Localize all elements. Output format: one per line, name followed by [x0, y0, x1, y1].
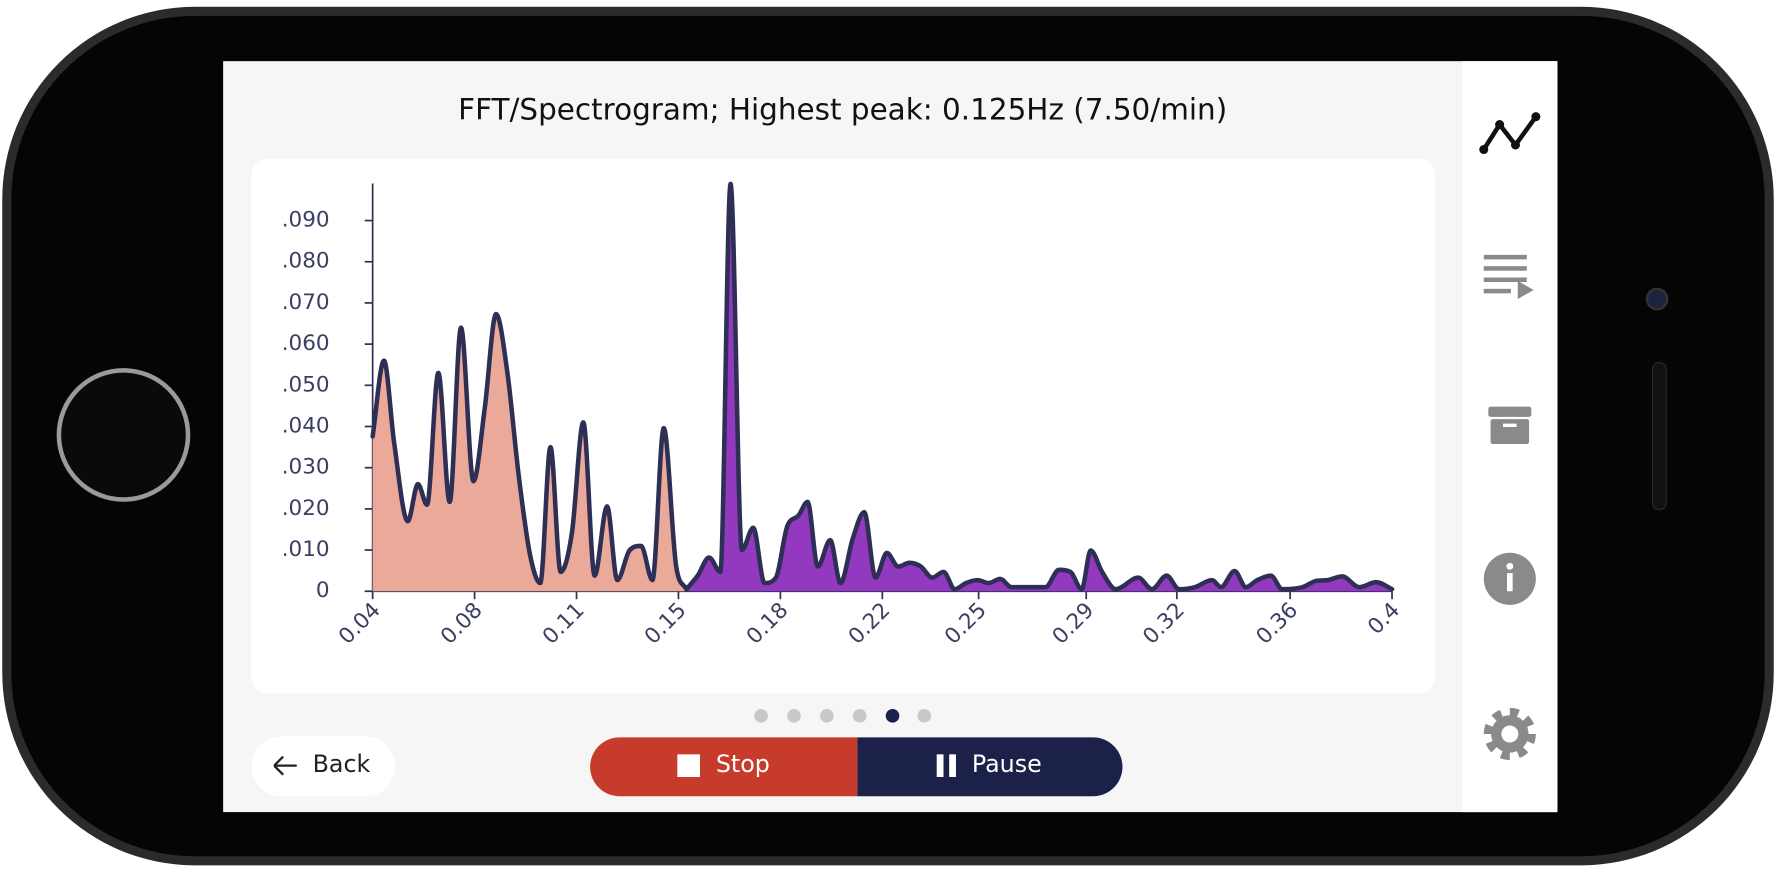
pause-label: Pause [972, 750, 1042, 778]
back-label: Back [313, 750, 371, 778]
pause-button[interactable]: Pause [857, 737, 1123, 797]
chart-card [251, 158, 1436, 694]
back-button[interactable]: Back [251, 736, 396, 797]
page-dot[interactable] [852, 709, 867, 723]
info-icon[interactable] [1483, 552, 1536, 605]
y-tick-label: 0 [316, 578, 330, 603]
y-tick-label: .070 [282, 290, 330, 315]
y-tick-label: .080 [282, 249, 330, 274]
y-tick-label: .020 [282, 496, 330, 521]
chart-icon[interactable] [1479, 112, 1541, 155]
y-tick-label: .010 [282, 537, 330, 562]
camera [1645, 287, 1669, 311]
page-dot[interactable] [917, 709, 932, 723]
line [370, 311, 689, 592]
page-dot[interactable] [787, 709, 801, 723]
page-indicator [754, 709, 932, 723]
home-button[interactable] [56, 368, 191, 502]
y-tick-label: .050 [282, 372, 330, 397]
chart-title: FFT/Spectrogram; Highest peak: 0.125Hz (… [458, 92, 1227, 126]
y-tick-label: .060 [282, 331, 330, 356]
y-tick-label: .030 [282, 455, 330, 480]
page-dot-active[interactable] [885, 709, 900, 723]
page-dot[interactable] [754, 709, 768, 723]
archive-icon[interactable] [1488, 406, 1532, 444]
line [684, 181, 1395, 592]
y-tick-label: .040 [282, 413, 330, 438]
stop-button[interactable]: Stop [590, 737, 858, 797]
settings-icon[interactable] [1483, 707, 1536, 761]
stop-label: Stop [716, 750, 770, 778]
speaker [1651, 361, 1667, 511]
playlist-icon[interactable] [1483, 254, 1534, 300]
y-tick-label: .090 [282, 208, 330, 233]
page-dot[interactable] [820, 709, 834, 723]
plot: 0.010.020.030.040.050.060.070.080.0900.0… [282, 181, 1405, 649]
